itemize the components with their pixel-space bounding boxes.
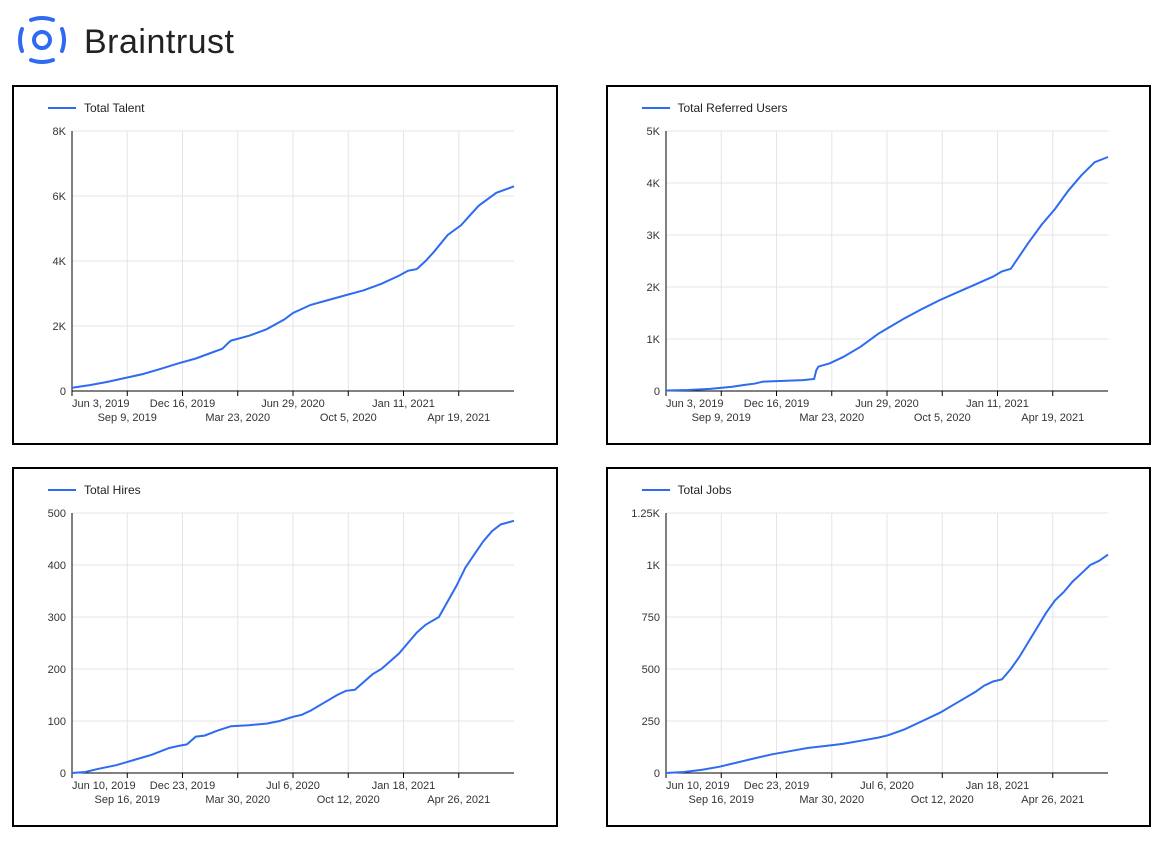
chart-total-talent: 0 2K 4K 6K 8K Jun 3, 2019 Dec 16, 2019 Jun 29, … <box>24 121 524 431</box>
chart-total-jobs-legend: Total Jobs <box>618 479 1132 503</box>
svg-text:Mar 23, 2020: Mar 23, 2020 <box>799 412 864 424</box>
svg-text:Jun 3, 2019: Jun 3, 2019 <box>72 398 130 410</box>
legend-swatch <box>48 107 76 109</box>
chart-total-referred-users-legend: Total Referred Users <box>618 97 1132 121</box>
chart-total-hires-panel: Total Hires 0 100 200 300 400 500 Jun 10, 2019 D… <box>12 467 558 827</box>
svg-text:Jun 29, 2020: Jun 29, 2020 <box>855 398 919 410</box>
svg-text:Oct 12, 2020: Oct 12, 2020 <box>910 794 973 806</box>
chart-total-referred-users-panel: Total Referred Users 0 1K 2K 3K 4K 5K Jun 3, 20… <box>606 85 1152 445</box>
svg-text:Mar 30, 2020: Mar 30, 2020 <box>205 794 270 806</box>
legend-swatch <box>642 489 670 491</box>
svg-text:Jun 10, 2019: Jun 10, 2019 <box>72 780 136 792</box>
brand-name: Braintrust <box>84 23 235 62</box>
svg-text:200: 200 <box>48 664 66 676</box>
legend-swatch <box>48 489 76 491</box>
svg-text:Oct 5, 2020: Oct 5, 2020 <box>913 412 970 424</box>
svg-text:Dec 16, 2019: Dec 16, 2019 <box>743 398 808 410</box>
svg-text:Sep 9, 2019: Sep 9, 2019 <box>691 412 750 424</box>
chart-total-hires: 0 100 200 300 400 500 Jun 10, 2019 Dec 23, 2019… <box>24 503 524 813</box>
svg-text:Dec 16, 2019: Dec 16, 2019 <box>150 398 215 410</box>
page-header: Braintrust <box>12 12 1151 85</box>
svg-text:Sep 9, 2019: Sep 9, 2019 <box>98 412 157 424</box>
svg-text:Apr 26, 2021: Apr 26, 2021 <box>427 794 490 806</box>
svg-text:Jan 18, 2021: Jan 18, 2021 <box>965 780 1029 792</box>
svg-text:400: 400 <box>48 560 66 572</box>
svg-text:0: 0 <box>653 386 659 398</box>
svg-text:Sep 16, 2019: Sep 16, 2019 <box>688 794 753 806</box>
svg-text:Dec 23, 2019: Dec 23, 2019 <box>743 780 808 792</box>
svg-text:Jul 6, 2020: Jul 6, 2020 <box>860 780 914 792</box>
svg-text:Jan 18, 2021: Jan 18, 2021 <box>372 780 436 792</box>
svg-text:Mar 30, 2020: Mar 30, 2020 <box>799 794 864 806</box>
svg-text:1K: 1K <box>646 334 660 346</box>
chart-total-hires-legend: Total Hires <box>24 479 538 503</box>
svg-text:Sep 16, 2019: Sep 16, 2019 <box>95 794 160 806</box>
svg-text:0: 0 <box>60 768 66 780</box>
svg-text:Jun 3, 2019: Jun 3, 2019 <box>666 398 724 410</box>
chart-total-jobs: 0 250 500 750 1K 1.25K Jun 10, 2019 Dec 23, 201… <box>618 503 1118 813</box>
svg-text:Apr 19, 2021: Apr 19, 2021 <box>427 412 490 424</box>
svg-text:Oct 5, 2020: Oct 5, 2020 <box>320 412 377 424</box>
svg-text:4K: 4K <box>53 256 67 268</box>
svg-text:Jul 6, 2020: Jul 6, 2020 <box>266 780 320 792</box>
svg-text:Jun 29, 2020: Jun 29, 2020 <box>261 398 325 410</box>
svg-text:0: 0 <box>653 768 659 780</box>
svg-text:100: 100 <box>48 716 66 728</box>
chart-total-talent-legend: Total Talent <box>24 97 538 121</box>
svg-text:4K: 4K <box>646 178 660 190</box>
legend-label: Total Talent <box>84 101 145 115</box>
svg-text:3K: 3K <box>646 230 660 242</box>
svg-text:5K: 5K <box>646 126 660 138</box>
svg-text:0: 0 <box>60 386 66 398</box>
svg-text:2K: 2K <box>646 282 660 294</box>
brand-logo-icon <box>16 14 68 71</box>
svg-text:Apr 26, 2021: Apr 26, 2021 <box>1021 794 1084 806</box>
svg-text:8K: 8K <box>53 126 67 138</box>
legend-swatch <box>642 107 670 109</box>
svg-text:2K: 2K <box>53 321 67 333</box>
svg-text:Dec 23, 2019: Dec 23, 2019 <box>150 780 215 792</box>
svg-text:250: 250 <box>641 716 659 728</box>
svg-text:6K: 6K <box>53 191 67 203</box>
svg-text:Jan 11, 2021: Jan 11, 2021 <box>372 398 435 410</box>
svg-text:750: 750 <box>641 612 659 624</box>
chart-total-referred-users: 0 1K 2K 3K 4K 5K Jun 3, 2019 Dec 16, 2019 Jun 29… <box>618 121 1118 431</box>
legend-label: Total Hires <box>84 483 141 497</box>
svg-text:500: 500 <box>641 664 659 676</box>
chart-total-talent-panel: Total Talent 0 2K 4K 6K 8K Jun 3, 2019 Dec 16, … <box>12 85 558 445</box>
svg-text:500: 500 <box>48 508 66 520</box>
chart-total-jobs-panel: Total Jobs 0 250 500 750 1K 1.25K Jun 10, 2019 D… <box>606 467 1152 827</box>
legend-label: Total Jobs <box>678 483 732 497</box>
legend-label: Total Referred Users <box>678 101 788 115</box>
charts-grid: Total Talent 0 2K 4K 6K 8K Jun 3, 2019 Dec 16, … <box>12 85 1151 827</box>
svg-text:300: 300 <box>48 612 66 624</box>
svg-text:1.25K: 1.25K <box>631 508 660 520</box>
svg-text:1K: 1K <box>646 560 660 572</box>
svg-text:Mar 23, 2020: Mar 23, 2020 <box>205 412 270 424</box>
svg-text:Jun 10, 2019: Jun 10, 2019 <box>666 780 730 792</box>
svg-text:Jan 11, 2021: Jan 11, 2021 <box>966 398 1029 410</box>
svg-text:Oct 12, 2020: Oct 12, 2020 <box>317 794 380 806</box>
svg-text:Apr 19, 2021: Apr 19, 2021 <box>1021 412 1084 424</box>
